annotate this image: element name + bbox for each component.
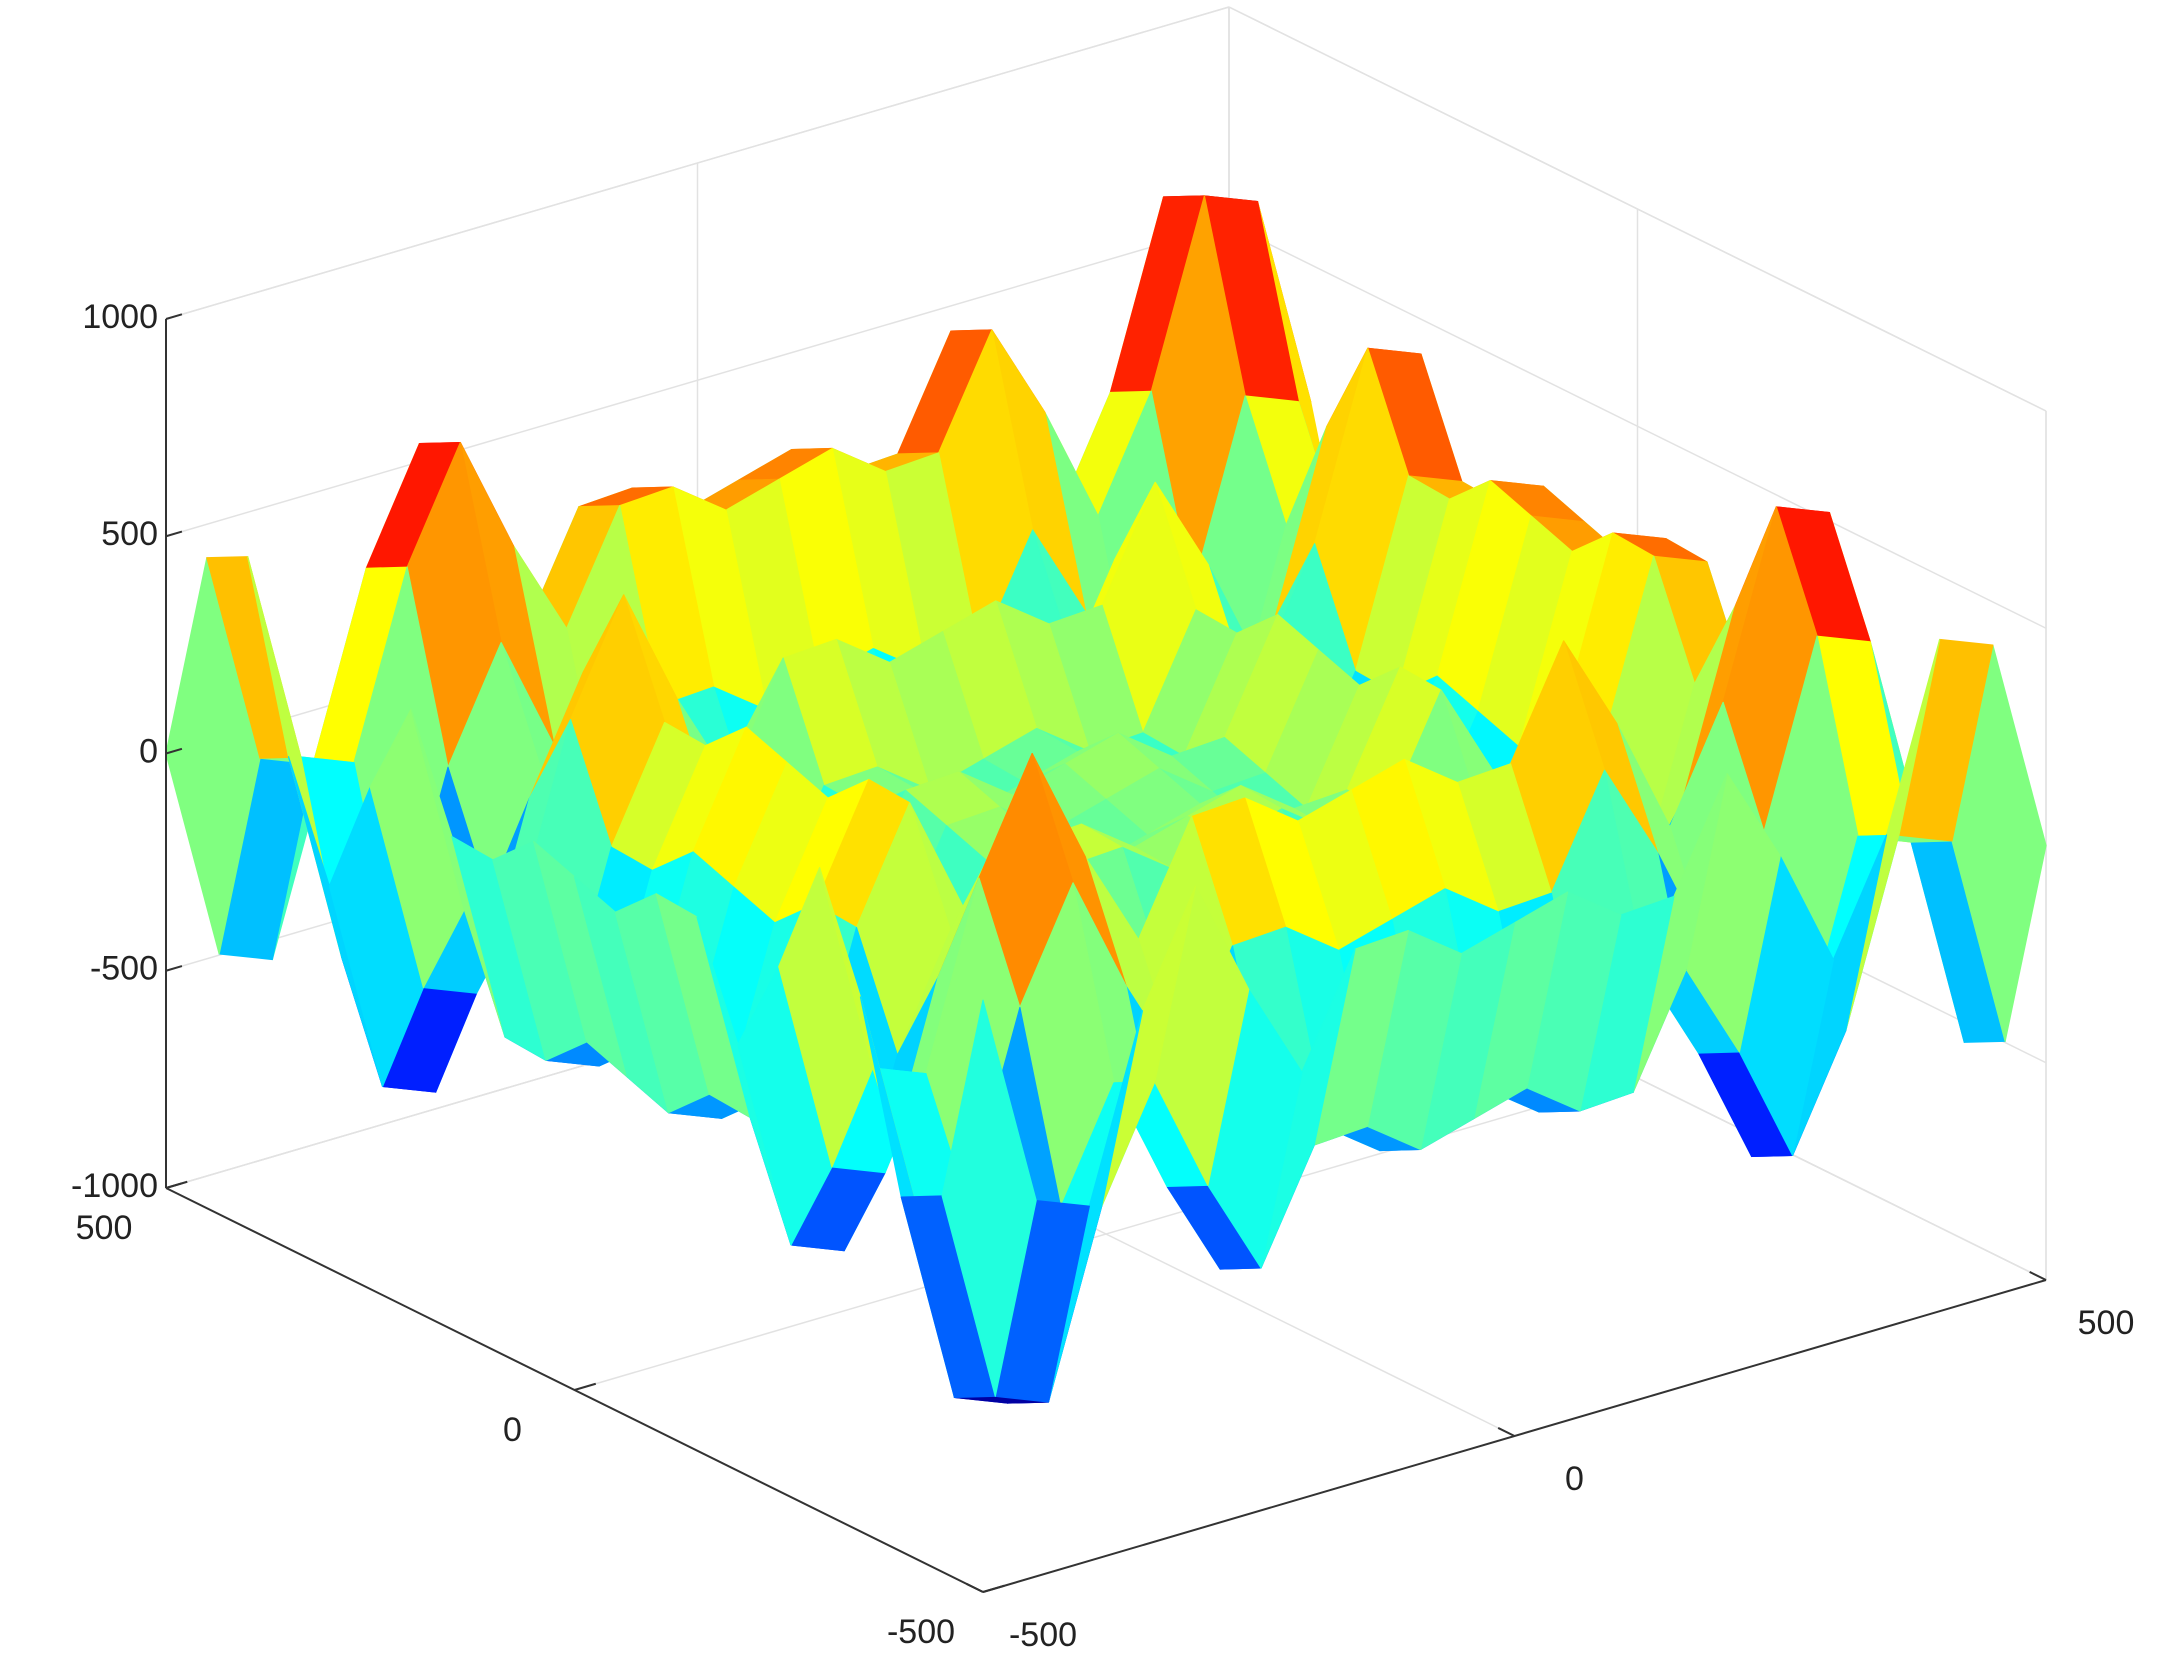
y-tick xyxy=(982,1584,1005,1593)
z-tick-label: 0 xyxy=(139,732,158,770)
y-tick xyxy=(165,1180,188,1189)
x-tick xyxy=(966,1583,984,1593)
x-tick-label: 500 xyxy=(2078,1304,2135,1342)
y-tick-label: 0 xyxy=(503,1411,522,1449)
x-tick-label: 0 xyxy=(1565,1460,1584,1498)
x-tick xyxy=(1497,1427,1515,1437)
grid-line xyxy=(1228,6,2047,412)
y-tick-label: 500 xyxy=(76,1209,133,1247)
z-tick xyxy=(165,965,183,972)
grid-line xyxy=(1228,223,2047,629)
x-tick-label: -500 xyxy=(1009,1616,1077,1654)
z-tick xyxy=(165,530,183,538)
z-tick-label: -500 xyxy=(90,950,158,988)
x-tick xyxy=(2029,1271,2047,1281)
grid-line xyxy=(574,1077,1638,1391)
z-tick xyxy=(165,747,183,755)
surface-patch xyxy=(941,999,1037,1397)
z-tick-label: 1000 xyxy=(82,298,158,336)
grid-line xyxy=(165,223,1230,537)
y-tick xyxy=(574,1382,597,1391)
z-tick-label: -1000 xyxy=(71,1167,158,1205)
surface xyxy=(165,195,2047,1404)
axes: -1000 -500 0 500 1000 -500 0 500 -500 0 500 xyxy=(71,298,2134,1654)
grid-line xyxy=(165,6,1230,320)
y-tick-label: -500 xyxy=(887,1613,955,1651)
z-tick-label: 500 xyxy=(101,515,158,553)
z-tick xyxy=(165,313,183,320)
